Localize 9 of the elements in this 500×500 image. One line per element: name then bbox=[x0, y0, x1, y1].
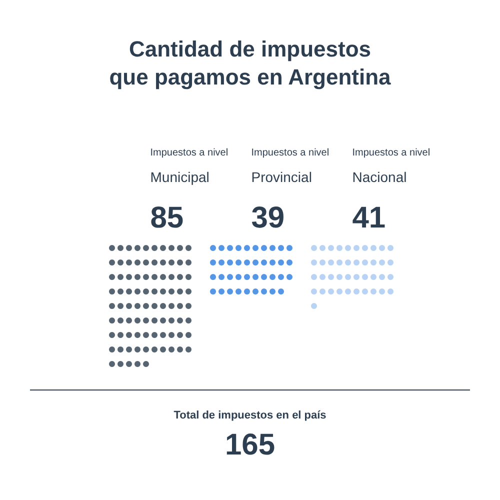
text: Total de impuestos en el país bbox=[174, 410, 326, 422]
data-label: 85 bbox=[150, 202, 184, 234]
text: Cantidad de impuestos que pagamos en Argentina bbox=[109, 36, 392, 90]
data-label: 41 bbox=[352, 202, 386, 234]
category-label: Impuestos a nivel Provincial bbox=[251, 148, 330, 185]
category-label: Impuestos a nivel Municipal bbox=[150, 148, 228, 185]
data-label: 39 bbox=[251, 202, 285, 234]
text: 165 bbox=[224, 428, 276, 462]
category-label: Impuestos a nivel Nacional bbox=[352, 148, 430, 185]
